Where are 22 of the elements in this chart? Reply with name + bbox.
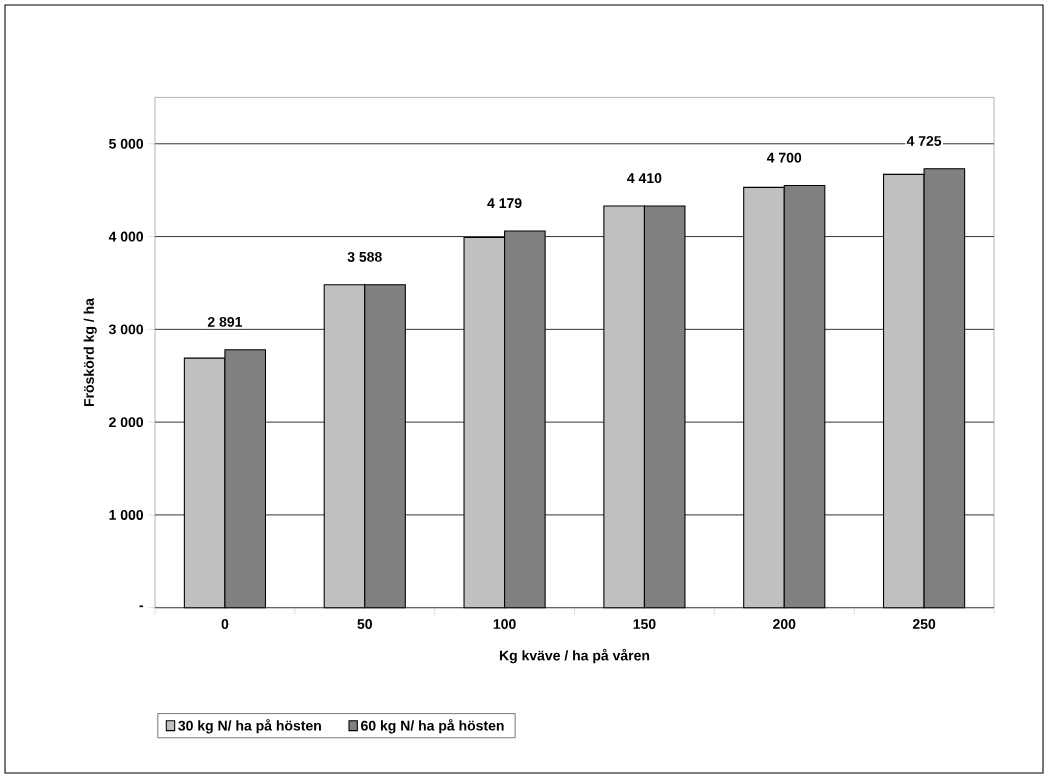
y-tick-label: 3 000: [108, 324, 144, 335]
y-axis-title: Fröskörd kg / ha: [83, 298, 97, 407]
x-tick-label: 100: [493, 619, 516, 629]
annotation: 4 725: [906, 136, 942, 146]
y-tick-label: 5 000: [109, 138, 144, 149]
y-tick-label: 1 000: [109, 509, 144, 520]
x-tick-label: 150: [633, 619, 656, 629]
x-tick-label: 250: [912, 619, 936, 629]
y-tick-label: 4 000: [108, 231, 144, 242]
annotation: 3 588: [347, 251, 382, 262]
annotation: 4 700: [766, 152, 802, 163]
annotation: 4 179: [487, 198, 522, 209]
y-tick-label: 2 000: [109, 417, 144, 428]
annotation: 4 410: [627, 173, 662, 184]
legend-label: 60 kg N/ ha på hösten: [361, 718, 504, 734]
y-tick-label: -: [139, 605, 144, 608]
x-tick-label: 200: [773, 619, 796, 629]
annotation: 2 891: [207, 316, 243, 327]
x-tick-label: 50: [357, 619, 372, 629]
x-tick-label: 0: [221, 619, 229, 629]
legend-label: 30 kg N/ ha på hösten: [178, 718, 321, 734]
x-axis-title: Kg kväve / ha på våren: [499, 648, 650, 664]
